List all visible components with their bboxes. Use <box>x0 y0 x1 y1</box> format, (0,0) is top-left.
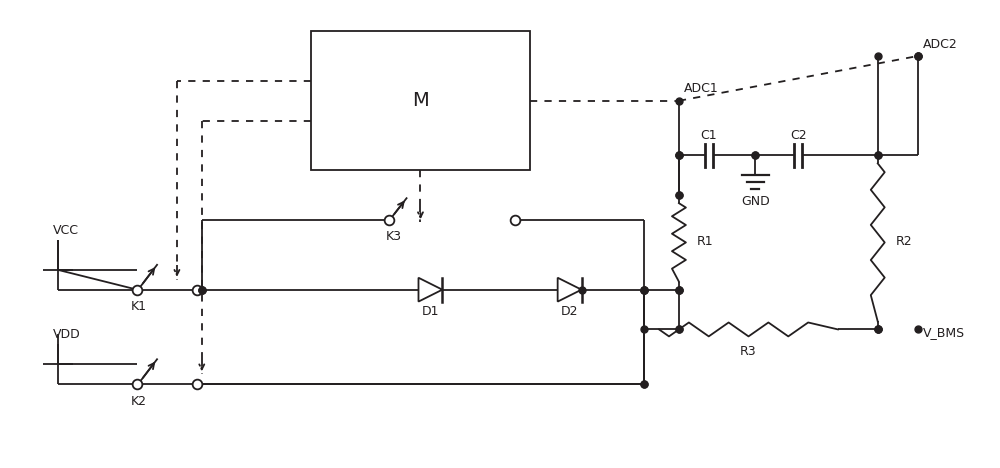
Text: C1: C1 <box>700 129 717 142</box>
Text: V_BMS: V_BMS <box>922 326 965 339</box>
Text: C2: C2 <box>790 129 807 142</box>
Text: GND: GND <box>741 195 770 208</box>
Text: VDD: VDD <box>53 328 80 341</box>
Text: M: M <box>412 91 429 110</box>
Text: K3: K3 <box>386 230 402 243</box>
Text: K1: K1 <box>131 300 147 313</box>
Text: R3: R3 <box>740 345 757 358</box>
Text: ADC1: ADC1 <box>684 82 719 95</box>
Text: K2: K2 <box>131 395 147 408</box>
Text: D2: D2 <box>561 305 578 318</box>
Text: R1: R1 <box>697 235 713 249</box>
Text: VCC: VCC <box>53 224 79 236</box>
Text: D1: D1 <box>422 305 439 318</box>
FancyBboxPatch shape <box>311 31 530 170</box>
Text: R2: R2 <box>896 235 912 249</box>
Text: ADC2: ADC2 <box>922 37 957 51</box>
